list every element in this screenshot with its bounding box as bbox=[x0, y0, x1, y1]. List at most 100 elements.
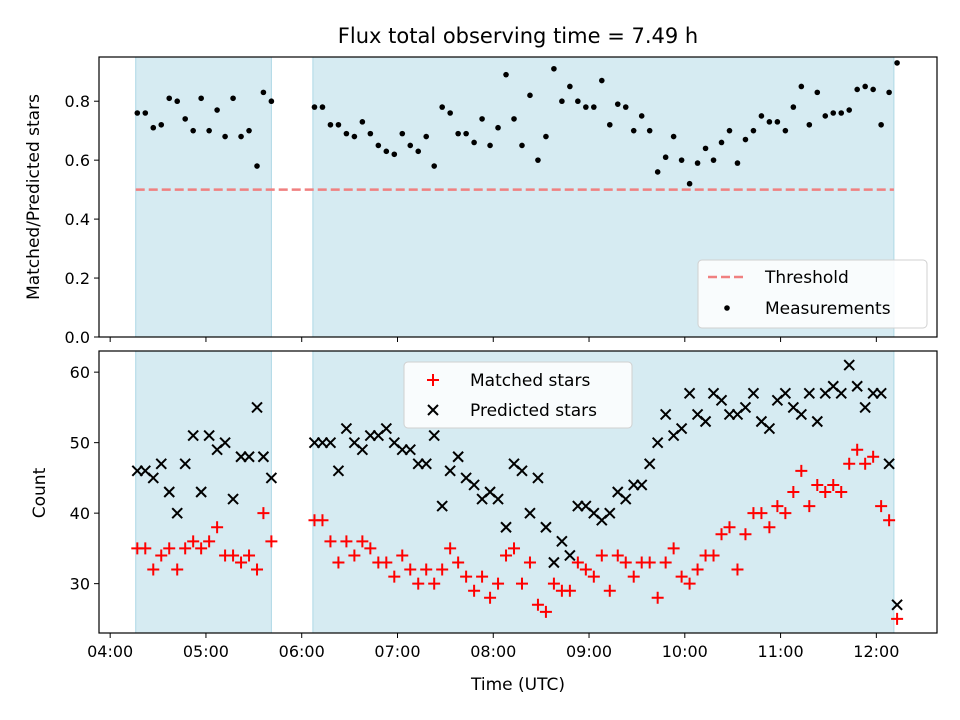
legend-threshold-label: Threshold bbox=[764, 268, 849, 288]
predicted-star-point bbox=[556, 535, 568, 548]
matched-star-point bbox=[155, 549, 168, 562]
predicted-star-point bbox=[227, 493, 239, 505]
measurement-point bbox=[822, 113, 829, 119]
matched-star-point bbox=[227, 549, 240, 562]
legend-matched-label: Matched stars bbox=[470, 371, 590, 391]
y-tick-label: 60 bbox=[70, 363, 90, 382]
measurement-point bbox=[726, 127, 733, 134]
measurement-point bbox=[391, 151, 398, 158]
predicted-star-point bbox=[683, 387, 696, 400]
predicted-star-point bbox=[468, 479, 480, 491]
matched-star-point bbox=[380, 556, 393, 569]
matched-star-point bbox=[179, 542, 192, 555]
x-tick-label: 07:00 bbox=[374, 642, 420, 661]
y-tick-label: 0.0 bbox=[65, 328, 90, 347]
matched-star-point bbox=[851, 443, 864, 456]
matched-star-point bbox=[348, 549, 361, 562]
matched-star-point bbox=[875, 500, 888, 513]
predicted-star-point bbox=[516, 465, 528, 477]
predicted-star-point bbox=[187, 429, 199, 442]
measurement-point bbox=[870, 86, 876, 93]
matched-star-point bbox=[515, 577, 528, 590]
matched-star-point bbox=[147, 563, 160, 576]
measurement-point bbox=[694, 160, 701, 166]
measurement-point bbox=[766, 119, 773, 125]
measurement-point bbox=[471, 139, 477, 146]
matched-star-point bbox=[771, 500, 784, 513]
measurement-point bbox=[678, 157, 685, 163]
measurement-point bbox=[327, 121, 334, 128]
matched-star-point bbox=[603, 584, 616, 597]
matched-star-point bbox=[763, 521, 776, 534]
y-tick-label: 40 bbox=[70, 504, 90, 523]
measurement-point bbox=[503, 71, 509, 78]
matched-star-point bbox=[595, 549, 608, 562]
measurement-point bbox=[439, 104, 445, 110]
measurement-point bbox=[174, 98, 181, 105]
y-tick-label: 30 bbox=[70, 575, 90, 594]
matched-star-point bbox=[356, 535, 369, 548]
measurement-point bbox=[230, 95, 236, 102]
legend-measurement-label: Measurements bbox=[765, 299, 891, 319]
matched-star-point bbox=[843, 457, 856, 470]
matched-star-point bbox=[139, 542, 152, 555]
measurement-point bbox=[638, 113, 645, 119]
matched-star-point bbox=[659, 556, 672, 569]
measurement-point bbox=[150, 124, 157, 131]
predicted-star-point bbox=[251, 401, 263, 414]
predicted-star-point bbox=[875, 387, 887, 400]
predicted-star-point bbox=[811, 415, 823, 428]
matched-star-point bbox=[563, 584, 576, 597]
predicted-star-point bbox=[699, 415, 712, 428]
measurement-point bbox=[583, 104, 589, 110]
matched-star-point bbox=[452, 556, 465, 569]
measurement-point bbox=[830, 110, 837, 116]
measurement-point bbox=[630, 127, 637, 134]
predicted-star-point bbox=[500, 521, 512, 533]
matched-star-point bbox=[484, 591, 497, 604]
matched-star-point bbox=[779, 507, 792, 520]
matched-star-point bbox=[388, 570, 401, 583]
x-tick-label: 11:00 bbox=[758, 642, 804, 661]
matched-star-point bbox=[436, 563, 449, 576]
matched-star-point bbox=[675, 570, 688, 583]
measurement-point bbox=[335, 121, 342, 128]
matched-star-point bbox=[500, 549, 513, 562]
predicted-star-point bbox=[891, 599, 903, 611]
measurement-point bbox=[519, 142, 525, 149]
predicted-star-point bbox=[444, 465, 456, 477]
predicted-star-point bbox=[620, 493, 632, 505]
matched-star-point bbox=[803, 500, 816, 513]
measurement-point bbox=[431, 163, 438, 169]
axes-frame bbox=[98, 56, 938, 338]
matched-star-point bbox=[531, 598, 544, 611]
matched-star-point bbox=[523, 556, 536, 569]
measurement-point bbox=[559, 98, 565, 105]
measurement-point bbox=[599, 77, 605, 84]
predicted-star-point bbox=[420, 458, 432, 470]
x-tick-label: 04:00 bbox=[87, 642, 133, 661]
legend-predicted-label: Predicted stars bbox=[470, 401, 597, 421]
matched-star-point bbox=[867, 450, 880, 463]
predicted-star-point bbox=[436, 500, 448, 512]
measurement-point bbox=[260, 89, 267, 96]
measurement-point bbox=[246, 127, 252, 134]
measurement-point bbox=[646, 127, 653, 134]
measurement-point bbox=[606, 121, 613, 128]
matched-star-point bbox=[460, 570, 473, 583]
predicted-star-point bbox=[492, 493, 504, 505]
matched-star-point bbox=[171, 563, 184, 576]
matched-star-point bbox=[819, 486, 832, 498]
matched-star-point bbox=[547, 577, 560, 590]
measurement-point bbox=[447, 110, 453, 116]
predicted-star-point bbox=[715, 394, 728, 407]
measurement-point bbox=[311, 104, 318, 110]
measurement-point bbox=[718, 139, 725, 146]
measurement-point bbox=[814, 89, 821, 96]
matched-star-point bbox=[723, 521, 736, 534]
predicted-star-point bbox=[763, 422, 776, 435]
measurement-point bbox=[894, 60, 900, 66]
matched-star-point bbox=[364, 542, 377, 555]
predicted-star-point bbox=[524, 507, 536, 519]
measurement-point bbox=[686, 180, 693, 187]
